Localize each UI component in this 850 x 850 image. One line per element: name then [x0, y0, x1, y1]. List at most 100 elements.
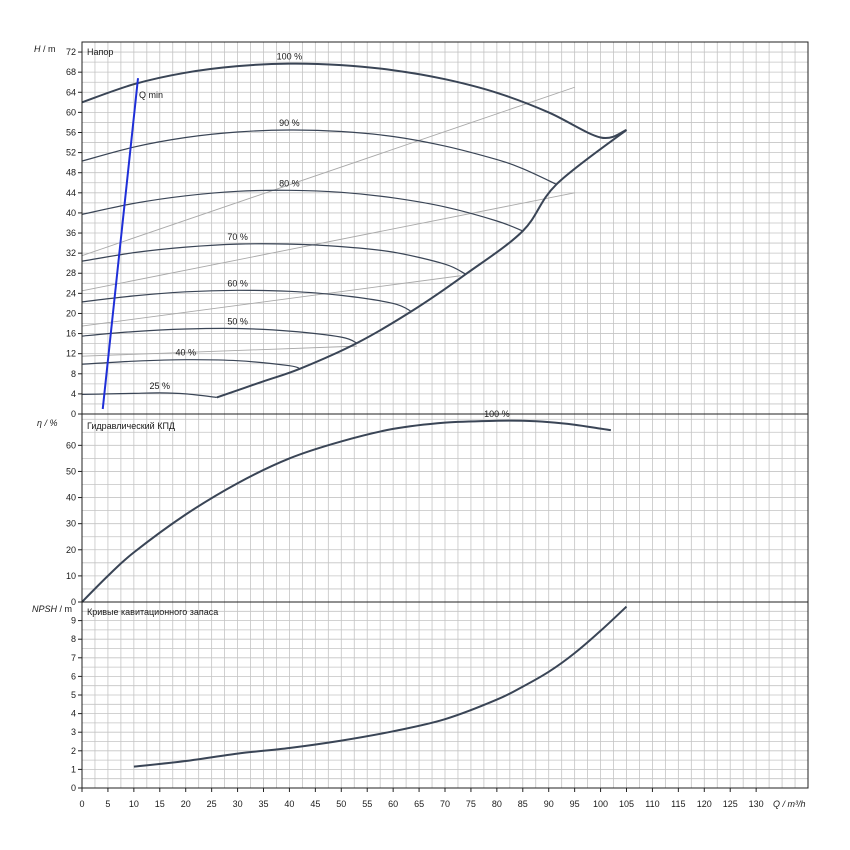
npsh-axis-symbol: NPSH — [32, 604, 58, 614]
y-tick-label: 50 — [66, 466, 76, 476]
head-panel-title: Напор — [87, 47, 113, 57]
y-tick-label: 48 — [66, 168, 76, 178]
series-label: 60 % — [227, 278, 248, 288]
qmin-line — [101, 78, 140, 410]
x-tick-label: 60 — [388, 799, 398, 809]
y-tick-label: 64 — [66, 87, 76, 97]
y-tick-label: 20 — [66, 308, 76, 318]
x-tick-label: 105 — [619, 799, 634, 809]
y-tick-label: 36 — [66, 228, 76, 238]
system-lines-layer — [81, 86, 575, 357]
x-tick-label: 100 — [593, 799, 608, 809]
y-tick-label: 12 — [66, 349, 76, 359]
y-tick-label: 5 — [71, 690, 76, 700]
x-tick-label: 80 — [492, 799, 502, 809]
grid-layer — [82, 42, 808, 788]
y-tick-label: 72 — [66, 47, 76, 57]
y-tick-label: 24 — [66, 288, 76, 298]
series-curve — [81, 359, 301, 370]
y-tick-label: 8 — [71, 634, 76, 644]
npsh-axis-unit: / m — [57, 604, 72, 614]
eta-axis-label: η / % — [37, 418, 58, 428]
x-tick-label: 15 — [155, 799, 165, 809]
series-label: 80 % — [279, 178, 300, 188]
x-tick-label: 115 — [671, 799, 685, 809]
y-tick-label: 56 — [66, 127, 76, 137]
y-tick-label: 68 — [66, 67, 76, 77]
y-tick-label: 60 — [66, 107, 76, 117]
y-tick-label: 4 — [71, 709, 76, 719]
x-tick-label: 40 — [284, 799, 294, 809]
eta-panel-title: Гидравлический КПД — [87, 421, 175, 431]
series-curve — [81, 327, 358, 344]
x-tick-label: 75 — [466, 799, 476, 809]
series-curve — [81, 289, 412, 312]
head-axis-unit: / m — [41, 44, 56, 54]
series-curve — [81, 189, 524, 232]
x-tick-label: 65 — [414, 799, 424, 809]
qmin-label: Q min — [139, 90, 163, 100]
x-tick-label: 70 — [440, 799, 450, 809]
y-tick-label: 16 — [66, 329, 76, 339]
y-tick-label: 4 — [71, 389, 76, 399]
series-label: 70 % — [227, 232, 248, 242]
max-boundary-curve — [216, 129, 628, 399]
y-tick-label: 52 — [66, 148, 76, 158]
series-curve — [81, 243, 466, 275]
system-curve — [81, 345, 357, 357]
y-tick-label: 0 — [71, 597, 76, 607]
head-axis-symbol: H — [34, 44, 41, 54]
npsh-panel-title: Кривые кавитационного запаса — [87, 607, 218, 617]
y-tick-label: 40 — [66, 493, 76, 503]
x-tick-label: 95 — [570, 799, 580, 809]
x-tick-label: 20 — [181, 799, 191, 809]
y-tick-label: 28 — [66, 268, 76, 278]
x-tick-label: 45 — [310, 799, 320, 809]
x-tick-label: 130 — [749, 799, 764, 809]
y-tick-label: 44 — [66, 188, 76, 198]
y-tick-label: 0 — [71, 409, 76, 419]
x-tick-label: 30 — [233, 799, 243, 809]
y-tick-label: 20 — [66, 545, 76, 555]
y-tick-label: 7 — [71, 653, 76, 663]
series-curve — [81, 419, 612, 603]
series-curve — [133, 605, 628, 768]
y-tick-label: 30 — [66, 519, 76, 529]
x-tick-label: 125 — [723, 799, 738, 809]
y-tick-label: 9 — [71, 616, 76, 626]
x-tick-label: 5 — [105, 799, 110, 809]
y-tick-label: 8 — [71, 369, 76, 379]
curves-layer: 100 %90 %80 %70 %60 %50 %40 %25 %100 % — [81, 52, 628, 768]
y-tick-label: 60 — [66, 440, 76, 450]
y-tick-label: 40 — [66, 208, 76, 218]
q-axis-label: Q / m³/h — [773, 799, 806, 809]
y-tick-label: 3 — [71, 727, 76, 737]
ticks-layer: 0481216202428323640444852566064687201020… — [66, 47, 764, 809]
x-tick-label: 110 — [645, 799, 659, 809]
x-tick-label: 35 — [258, 799, 268, 809]
x-tick-label: 90 — [544, 799, 554, 809]
y-tick-label: 6 — [71, 671, 76, 681]
x-tick-label: 50 — [336, 799, 346, 809]
series-curve — [81, 129, 557, 185]
y-tick-label: 32 — [66, 248, 76, 258]
series-curve — [81, 392, 217, 398]
x-tick-label: 0 — [79, 799, 84, 809]
series-label: 25 % — [150, 381, 171, 391]
x-tick-label: 120 — [697, 799, 712, 809]
series-label: 50 % — [227, 317, 248, 327]
y-tick-label: 10 — [66, 571, 76, 581]
series-curve — [81, 62, 627, 140]
series-label: 100 % — [277, 52, 303, 62]
y-tick-label: 0 — [71, 783, 76, 793]
head-axis-label: H / m — [34, 44, 56, 54]
x-tick-label: 55 — [362, 799, 372, 809]
y-tick-label: 2 — [71, 746, 76, 756]
series-label: 90 % — [279, 118, 300, 128]
x-tick-label: 85 — [518, 799, 528, 809]
x-tick-label: 25 — [207, 799, 217, 809]
series-label: 40 % — [175, 348, 196, 358]
x-tick-label: 10 — [129, 799, 139, 809]
system-curve — [81, 86, 575, 257]
